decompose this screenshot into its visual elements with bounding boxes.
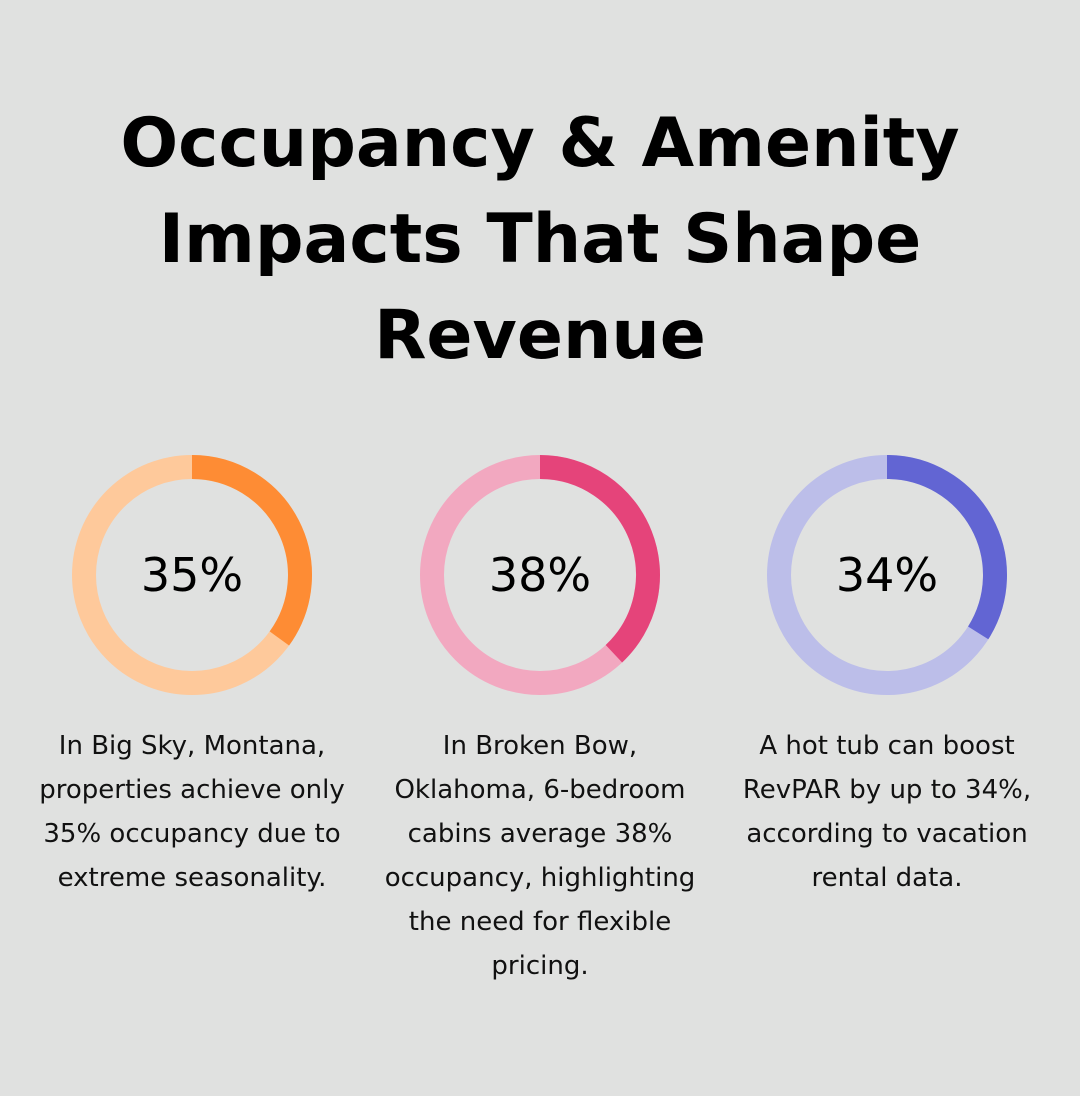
donut-card-hot-tub: 34% A hot tub can boost RevPAR by up to … — [727, 450, 1047, 900]
donut-caption: In Big Sky, Montana, properties achieve … — [39, 731, 345, 893]
donut-svg — [767, 455, 1007, 695]
page-title: Occupancy & Amenity Impacts That Shape R… — [120, 104, 960, 375]
donut-value-label: 38% — [488, 548, 592, 602]
donut-value-label: 35% — [140, 548, 244, 602]
donut-caption: In Broken Bow, Oklahoma, 6-bedroom cabin… — [384, 731, 696, 981]
donut-value-segment — [886, 455, 1007, 640]
donut-card-big-sky: 35% In Big Sky, Montana, properties achi… — [32, 450, 352, 900]
donut-value-segment — [539, 455, 660, 663]
donut-caption: A hot tub can boost RevPAR by up to 34%,… — [742, 731, 1032, 893]
donut-chart: 38% — [415, 450, 665, 700]
donut-value-label: 34% — [835, 548, 939, 602]
donut-chart: 34% — [762, 450, 1012, 700]
donut-chart: 35% — [67, 450, 317, 700]
donut-svg — [420, 455, 660, 695]
donut-value-segment — [191, 455, 312, 646]
donut-svg — [72, 455, 312, 695]
donut-card-broken-bow: 38% In Broken Bow, Oklahoma, 6-bedroom c… — [380, 450, 700, 988]
